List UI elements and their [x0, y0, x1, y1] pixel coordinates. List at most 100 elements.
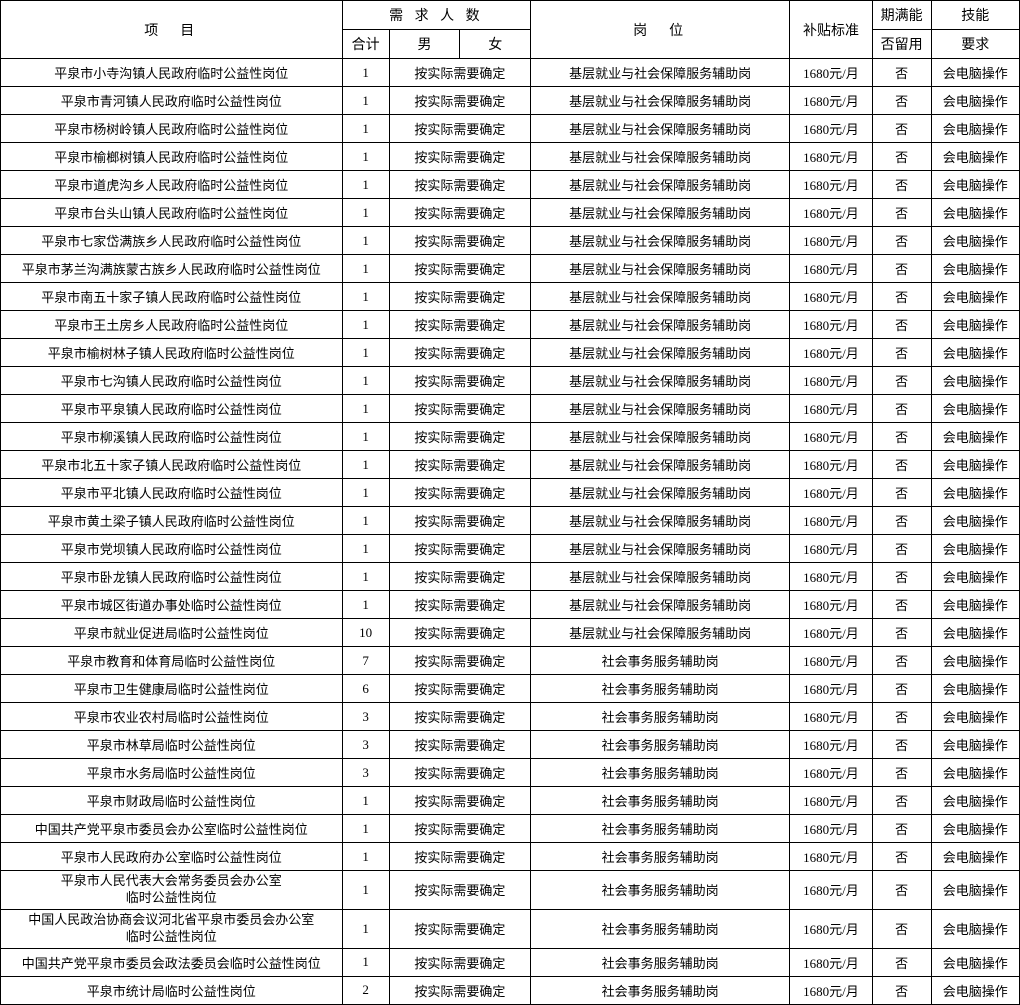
cell-project: 平泉市黄土梁子镇人民政府临时公益性岗位: [1, 507, 343, 535]
cell-subsidy: 1680元/月: [790, 675, 872, 703]
cell-total: 1: [342, 87, 389, 115]
table-header: 项 目 需 求 人 数 岗 位 补贴标准 期满能 技能 合计 男 女 否留用 要…: [1, 1, 1020, 59]
cell-skill: 会电脑操作: [931, 563, 1019, 591]
cell-gender: 按实际需要确定: [389, 171, 530, 199]
cell-position: 社会事务服务辅助岗: [531, 976, 790, 1004]
cell-retain: 否: [872, 647, 931, 675]
cell-project: 平泉市卧龙镇人民政府临时公益性岗位: [1, 563, 343, 591]
cell-project: 平泉市茅兰沟满族蒙古族乡人民政府临时公益性岗位: [1, 255, 343, 283]
cell-skill: 会电脑操作: [931, 843, 1019, 871]
cell-gender: 按实际需要确定: [389, 619, 530, 647]
cell-retain: 否: [872, 563, 931, 591]
cell-skill: 会电脑操作: [931, 619, 1019, 647]
cell-retain: 否: [872, 815, 931, 843]
cell-project: 平泉市人民代表大会常务委员会办公室临时公益性岗位: [1, 871, 343, 910]
table-row: 平泉市教育和体育局临时公益性岗位7按实际需要确定社会事务服务辅助岗1680元/月…: [1, 647, 1020, 675]
cell-subsidy: 1680元/月: [790, 367, 872, 395]
table-row: 平泉市平北镇人民政府临时公益性岗位1按实际需要确定基层就业与社会保障服务辅助岗1…: [1, 479, 1020, 507]
table-row: 平泉市小寺沟镇人民政府临时公益性岗位1按实际需要确定基层就业与社会保障服务辅助岗…: [1, 59, 1020, 87]
cell-gender: 按实际需要确定: [389, 731, 530, 759]
cell-project: 平泉市平泉镇人民政府临时公益性岗位: [1, 395, 343, 423]
table-row: 平泉市卫生健康局临时公益性岗位6按实际需要确定社会事务服务辅助岗1680元/月否…: [1, 675, 1020, 703]
cell-retain: 否: [872, 423, 931, 451]
cell-project: 平泉市平北镇人民政府临时公益性岗位: [1, 479, 343, 507]
cell-project: 平泉市台头山镇人民政府临时公益性岗位: [1, 199, 343, 227]
cell-project: 中国人民政治协商会议河北省平泉市委员会办公室临时公益性岗位: [1, 909, 343, 948]
cell-position: 社会事务服务辅助岗: [531, 703, 790, 731]
table-row: 平泉市水务局临时公益性岗位3按实际需要确定社会事务服务辅助岗1680元/月否会电…: [1, 759, 1020, 787]
cell-subsidy: 1680元/月: [790, 976, 872, 1004]
table-row: 平泉市七家岱满族乡人民政府临时公益性岗位1按实际需要确定基层就业与社会保障服务辅…: [1, 227, 1020, 255]
cell-project: 平泉市南五十家子镇人民政府临时公益性岗位: [1, 283, 343, 311]
table-row: 平泉市杨树岭镇人民政府临时公益性岗位1按实际需要确定基层就业与社会保障服务辅助岗…: [1, 115, 1020, 143]
table-row: 平泉市榆榔树镇人民政府临时公益性岗位1按实际需要确定基层就业与社会保障服务辅助岗…: [1, 143, 1020, 171]
header-total: 合计: [342, 30, 389, 59]
cell-total: 1: [342, 591, 389, 619]
cell-skill: 会电脑操作: [931, 115, 1019, 143]
header-subsidy: 补贴标准: [790, 1, 872, 59]
cell-retain: 否: [872, 843, 931, 871]
cell-gender: 按实际需要确定: [389, 339, 530, 367]
table-row: 平泉市人民代表大会常务委员会办公室临时公益性岗位1按实际需要确定社会事务服务辅助…: [1, 871, 1020, 910]
cell-project: 平泉市城区街道办事处临时公益性岗位: [1, 591, 343, 619]
cell-subsidy: 1680元/月: [790, 948, 872, 976]
cell-project: 平泉市卫生健康局临时公益性岗位: [1, 675, 343, 703]
cell-retain: 否: [872, 909, 931, 948]
cell-position: 基层就业与社会保障服务辅助岗: [531, 619, 790, 647]
table-row: 中国共产党平泉市委员会办公室临时公益性岗位1按实际需要确定社会事务服务辅助岗16…: [1, 815, 1020, 843]
cell-project: 平泉市七家岱满族乡人民政府临时公益性岗位: [1, 227, 343, 255]
cell-retain: 否: [872, 675, 931, 703]
header-skill-top: 技能: [931, 1, 1019, 30]
cell-project: 中国共产党平泉市委员会政法委员会临时公益性岗位: [1, 948, 343, 976]
cell-position: 基层就业与社会保障服务辅助岗: [531, 283, 790, 311]
cell-gender: 按实际需要确定: [389, 143, 530, 171]
cell-skill: 会电脑操作: [931, 311, 1019, 339]
cell-position: 社会事务服务辅助岗: [531, 759, 790, 787]
cell-skill: 会电脑操作: [931, 948, 1019, 976]
cell-skill: 会电脑操作: [931, 647, 1019, 675]
cell-total: 1: [342, 311, 389, 339]
cell-gender: 按实际需要确定: [389, 311, 530, 339]
table-row: 平泉市北五十家子镇人民政府临时公益性岗位1按实际需要确定基层就业与社会保障服务辅…: [1, 451, 1020, 479]
cell-total: 1: [342, 909, 389, 948]
table-row: 平泉市就业促进局临时公益性岗位10按实际需要确定基层就业与社会保障服务辅助岗16…: [1, 619, 1020, 647]
cell-total: 1: [342, 815, 389, 843]
cell-skill: 会电脑操作: [931, 283, 1019, 311]
cell-project: 平泉市教育和体育局临时公益性岗位: [1, 647, 343, 675]
cell-skill: 会电脑操作: [931, 199, 1019, 227]
cell-subsidy: 1680元/月: [790, 815, 872, 843]
table-row: 平泉市城区街道办事处临时公益性岗位1按实际需要确定基层就业与社会保障服务辅助岗1…: [1, 591, 1020, 619]
cell-position: 基层就业与社会保障服务辅助岗: [531, 311, 790, 339]
cell-skill: 会电脑操作: [931, 143, 1019, 171]
table-row: 平泉市党坝镇人民政府临时公益性岗位1按实际需要确定基层就业与社会保障服务辅助岗1…: [1, 535, 1020, 563]
cell-retain: 否: [872, 311, 931, 339]
header-position: 岗 位: [531, 1, 790, 59]
cell-subsidy: 1680元/月: [790, 909, 872, 948]
cell-project: 平泉市杨树岭镇人民政府临时公益性岗位: [1, 115, 343, 143]
cell-project: 平泉市青河镇人民政府临时公益性岗位: [1, 87, 343, 115]
cell-subsidy: 1680元/月: [790, 199, 872, 227]
header-skill-bottom: 要求: [931, 30, 1019, 59]
header-retain-top: 期满能: [872, 1, 931, 30]
cell-position: 基层就业与社会保障服务辅助岗: [531, 395, 790, 423]
cell-total: 1: [342, 255, 389, 283]
cell-subsidy: 1680元/月: [790, 395, 872, 423]
cell-position: 基层就业与社会保障服务辅助岗: [531, 255, 790, 283]
table-row: 平泉市人民政府办公室临时公益性岗位1按实际需要确定社会事务服务辅助岗1680元/…: [1, 843, 1020, 871]
cell-gender: 按实际需要确定: [389, 909, 530, 948]
table-row: 平泉市柳溪镇人民政府临时公益性岗位1按实际需要确定基层就业与社会保障服务辅助岗1…: [1, 423, 1020, 451]
header-row-1: 项 目 需 求 人 数 岗 位 补贴标准 期满能 技能: [1, 1, 1020, 30]
cell-skill: 会电脑操作: [931, 479, 1019, 507]
cell-skill: 会电脑操作: [931, 87, 1019, 115]
cell-skill: 会电脑操作: [931, 703, 1019, 731]
cell-project: 平泉市柳溪镇人民政府临时公益性岗位: [1, 423, 343, 451]
cell-skill: 会电脑操作: [931, 507, 1019, 535]
table-row: 平泉市平泉镇人民政府临时公益性岗位1按实际需要确定基层就业与社会保障服务辅助岗1…: [1, 395, 1020, 423]
cell-subsidy: 1680元/月: [790, 591, 872, 619]
cell-subsidy: 1680元/月: [790, 171, 872, 199]
cell-retain: 否: [872, 255, 931, 283]
cell-position: 社会事务服务辅助岗: [531, 731, 790, 759]
cell-total: 1: [342, 479, 389, 507]
cell-project: 平泉市统计局临时公益性岗位: [1, 976, 343, 1004]
cell-position: 基层就业与社会保障服务辅助岗: [531, 367, 790, 395]
